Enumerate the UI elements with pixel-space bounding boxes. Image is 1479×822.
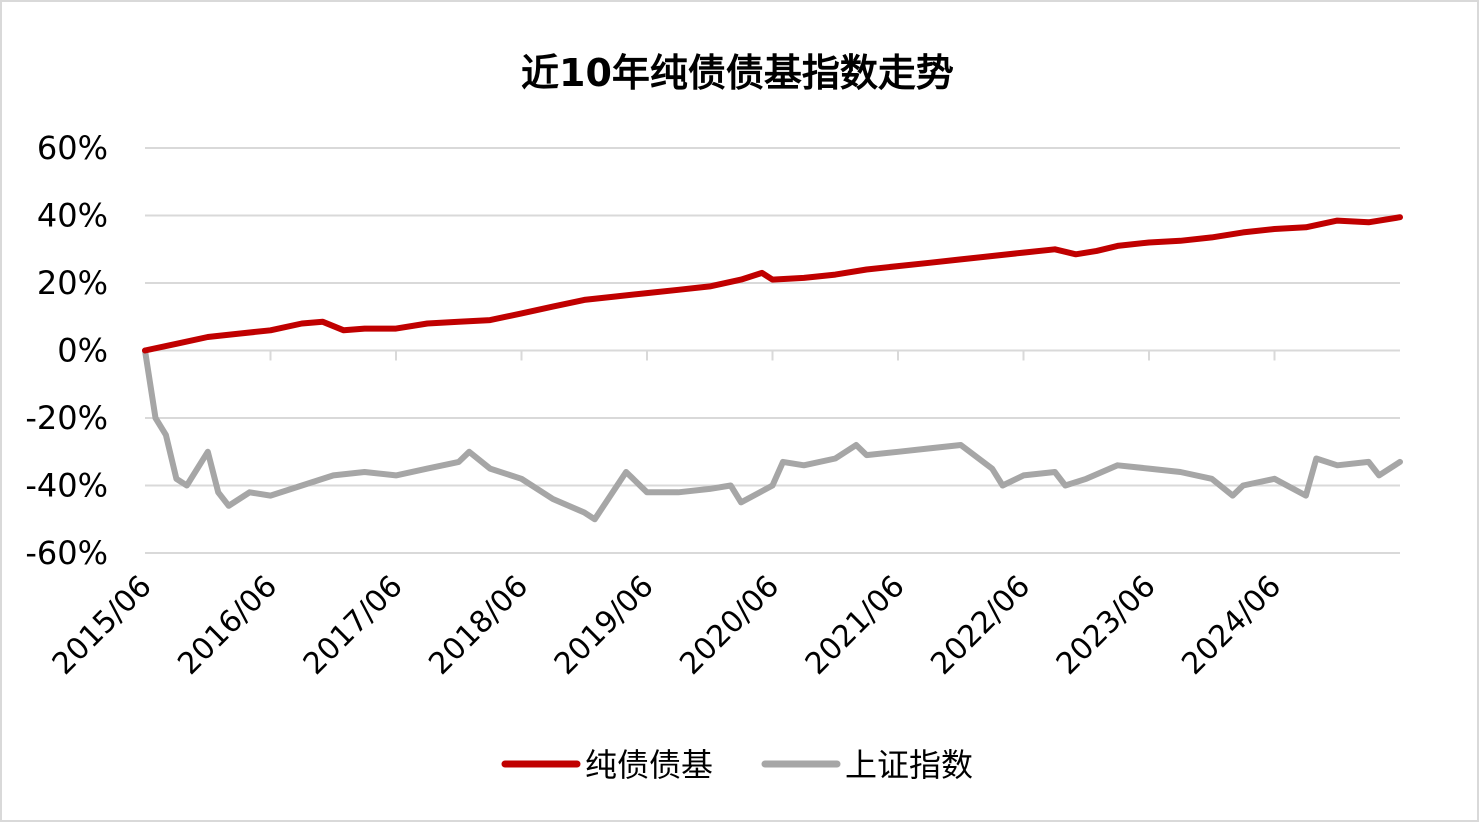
x-axis-ticks: 2015/06 2016/06 2017/06 2018/06 2019/06 2020/…: [46, 569, 1288, 682]
x-tick-label: 2019/06: [548, 569, 661, 682]
x-tick-label: 2016/06: [171, 569, 284, 682]
chart-title: 近10年纯债债基指数走势: [521, 51, 954, 95]
x-tick-label: 2021/06: [799, 569, 912, 682]
y-tick-label: 40%: [37, 197, 108, 235]
x-tick-label: 2023/06: [1050, 569, 1163, 682]
y-tick-label: 0%: [57, 332, 108, 370]
x-tick-label: 2022/06: [924, 569, 1037, 682]
x-tick-label: 2017/06: [297, 569, 410, 682]
y-tick-label: 20%: [37, 264, 108, 302]
series-lines: [142, 214, 1403, 523]
series-line-shanghai-index: [142, 347, 1403, 523]
grid-lines: [144, 147, 1400, 554]
x-tick-label: 2015/06: [46, 569, 159, 682]
legend: 纯债债基 上证指数: [501, 746, 973, 784]
series-line-bond-fund: [142, 214, 1403, 354]
y-tick-label: -20%: [25, 399, 108, 437]
x-tick-label: 2024/06: [1175, 569, 1288, 682]
y-tick-label: -40%: [25, 467, 108, 505]
legend-label-shanghai-index: 上证指数: [845, 746, 973, 784]
y-tick-label: 60%: [37, 129, 108, 167]
x-tick-label: 2020/06: [673, 569, 786, 682]
legend-label-bond-fund: 纯债债基: [585, 746, 713, 784]
x-tick-label: 2018/06: [422, 569, 535, 682]
y-tick-label: -60%: [25, 534, 108, 572]
y-axis-ticks: 60% 40% 20% 0% -20% -40% -60%: [25, 129, 108, 572]
